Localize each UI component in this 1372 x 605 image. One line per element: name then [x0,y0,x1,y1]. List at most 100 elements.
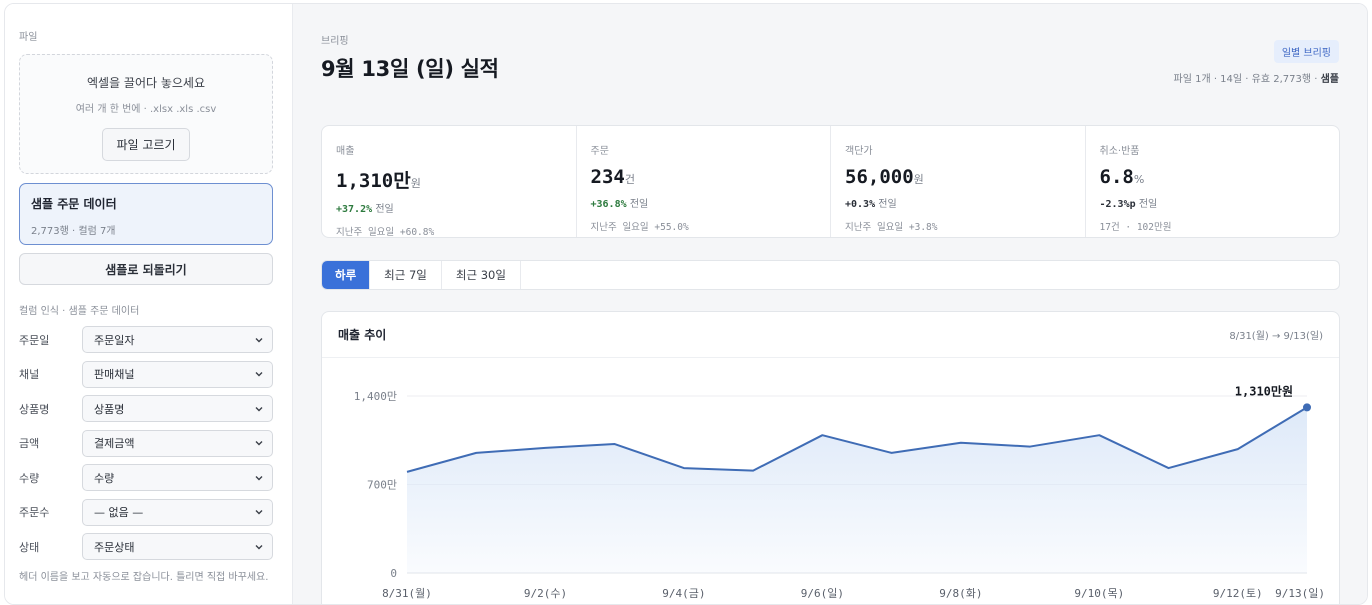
kpi-value: 234건 [591,166,817,188]
x-tick-label: 9/6(일) [801,586,844,600]
data-point [613,442,617,446]
kpi-label: 매출 [336,146,355,157]
data-point [751,469,755,473]
file-dropzone[interactable]: 엑셀을 끌어다 놓으세요 여러 개 한 번에 · .xlsx .xls .csv… [19,54,273,174]
dropzone-subtitle: 여러 개 한 번에 · .xlsx .xls .csv [75,104,217,115]
kpi-delta: +37.2% 전일 [336,200,562,215]
tab-day[interactable]: 하루 [322,261,371,289]
data-point [1028,445,1032,449]
kpi-unit: 원 [410,177,421,190]
mapping-key: 주문수 [19,506,50,519]
mapping-key: 상품명 [19,402,50,416]
mapping-row: 주문수 — 없음 — [19,498,278,526]
mapping-select[interactable]: 주문상태 [82,533,273,560]
data-point [405,470,409,474]
page-title: 9월 13일 (일) 실적 [321,57,499,81]
mapping-row: 주문일 주문일자 [19,326,278,353]
mapping-row: 채널 판매채널 [19,360,278,388]
kpi-delta: +36.8% 전일 [591,195,817,210]
chevron-down-icon [255,337,263,342]
kpi-number: 56,000 [845,166,914,188]
x-tick-label: 9/4(금) [662,587,705,600]
sales-trend-card: 매출 추이 8/31(월) → 9/13(일) 0 700만 1,400만 1,310… [321,311,1340,604]
mapping-select[interactable]: 상품명 [82,395,273,422]
kpi-number: 1,310만 [336,170,411,192]
mapping-select[interactable]: 결제금액 [82,429,273,457]
x-tick-label: 9/12(토) [1213,587,1263,600]
column-section-label: 컬럼 인식 · 샘플 주문 데이터 [19,306,140,317]
mapping-select[interactable]: 수량 [82,464,273,491]
data-point [474,451,478,455]
period-tabs: 하루 최근 7일 최근 30일 [321,260,1340,290]
kpi-delta-value: +37.2% [336,204,373,215]
kpi-sub: 지난주 일요일 +60.8% [336,227,435,238]
mapping-key: 상태 [19,540,40,554]
kpi-unit: 건 [624,173,635,186]
mapping-value: 결제금액 [94,437,135,450]
column-mapping-list: 주문일 주문일자 채널 판매채널 상품명 상품명 금액 결제금액 수량 수량 주… [19,326,278,560]
chart-header: 매출 추이 8/31(월) → 9/13(일) [322,312,1339,358]
kpi-number: 234 [590,166,625,188]
breadcrumb: 브리핑 [321,36,349,47]
dropzone-title: 엑셀을 끌어다 놓으세요 [86,76,206,90]
kpi-delta-vs: 전일 [629,199,649,210]
data-point [682,466,686,470]
kpi-delta-value: -2.3%p [1099,199,1136,210]
kpi-label: 취소·반품 [1099,146,1140,157]
mapping-key: 수량 [19,471,40,485]
x-tick-label: 9/8(화) [939,587,982,600]
mapping-value: — 없음 — [94,506,144,519]
last-data-point [1303,403,1311,412]
tab-last-7-days[interactable]: 최근 7일 [370,261,442,289]
x-tick-label: 9/13(일) [1275,586,1325,600]
mapping-select[interactable]: 판매채널 [82,360,273,388]
y-tick-label: 1,400만 [354,390,397,403]
data-point [890,451,894,455]
sample-card-title: 샘플 주문 데이터 [31,197,117,211]
sample-data-card[interactable]: 샘플 주문 데이터 2,773행 · 컬럼 7개 [19,183,273,245]
kpi-value: 56,000원 [845,166,1071,188]
file-meta-text: 파일 1개 · 14일 · 유효 2,773행 · [1173,74,1321,85]
data-point [820,433,824,437]
chevron-down-icon [255,544,263,549]
choose-file-button[interactable]: 파일 고르기 [102,128,190,161]
x-tick-label: 8/31(월) [382,587,432,600]
app-window: 파일 엑셀을 끌어다 놓으세요 여러 개 한 번에 · .xlsx .xls .… [4,3,1368,605]
kpi-value: 1,310만원 [336,166,562,193]
kpi-card-avg-order: 객단가 56,000원 +0.3% 전일 지난주 일요일 +3.8% [831,126,1086,237]
kpi-card-cancel-return: 취소·반품 6.8% -2.3%p 전일 17건 · 102만원 [1086,126,1340,237]
mapping-key: 채널 [19,368,40,381]
last-value-label: 1,310만원 [1235,383,1293,398]
kpi-label: 객단가 [845,146,873,157]
kpi-delta: -2.3%p 전일 [1100,195,1326,210]
kpi-delta-vs: 전일 [375,204,394,215]
sidebar: 파일 엑셀을 끌어다 놓으세요 여러 개 한 번에 · .xlsx .xls .… [5,4,293,604]
kpi-delta-value: +0.3% [845,199,876,210]
mapping-value: 상품명 [94,402,125,416]
x-tick-label: 9/10(목) [1074,587,1124,600]
tab-last-30-days[interactable]: 최근 30일 [442,261,521,289]
mapping-value: 수량 [94,471,115,485]
revert-to-sample-button[interactable]: 샘플로 되돌리기 [19,253,273,285]
kpi-sub: 지난주 일요일 +3.8% [845,222,938,233]
mapping-key: 금액 [19,437,40,450]
mapping-select[interactable]: 주문일자 [82,326,273,353]
mapping-row: 금액 결제금액 [19,429,278,457]
kpi-row: 매출 1,310만원 +37.2% 전일 지난주 일요일 +60.8% 주문 2… [321,125,1340,238]
mapping-footnote: 헤더 이름을 보고 자동으로 잡습니다. 틀리면 직접 바꾸세요. [19,571,269,583]
chevron-down-icon [255,441,263,446]
kpi-sub: 17건 · 102만원 [1099,222,1172,233]
kpi-delta-vs: 전일 [878,199,897,210]
mapping-select[interactable]: — 없음 — [82,498,273,526]
mapping-value: 판매채널 [94,368,135,381]
sales-line [406,406,1308,473]
chevron-down-icon [255,475,263,480]
kpi-number: 6.8 [1099,166,1134,188]
file-meta-strong: 샘플 [1320,74,1339,85]
mode-badge: 일별 브리핑 [1273,40,1339,63]
data-point [1236,447,1240,451]
data-point [1097,433,1101,437]
kpi-delta-vs: 전일 [1138,199,1158,210]
sales-trend-chart: 0 700만 1,400만 1,310만원 8/31(월) 9/2(수) 9/4(금) 9/6… [354,383,1325,600]
data-point [959,441,963,445]
